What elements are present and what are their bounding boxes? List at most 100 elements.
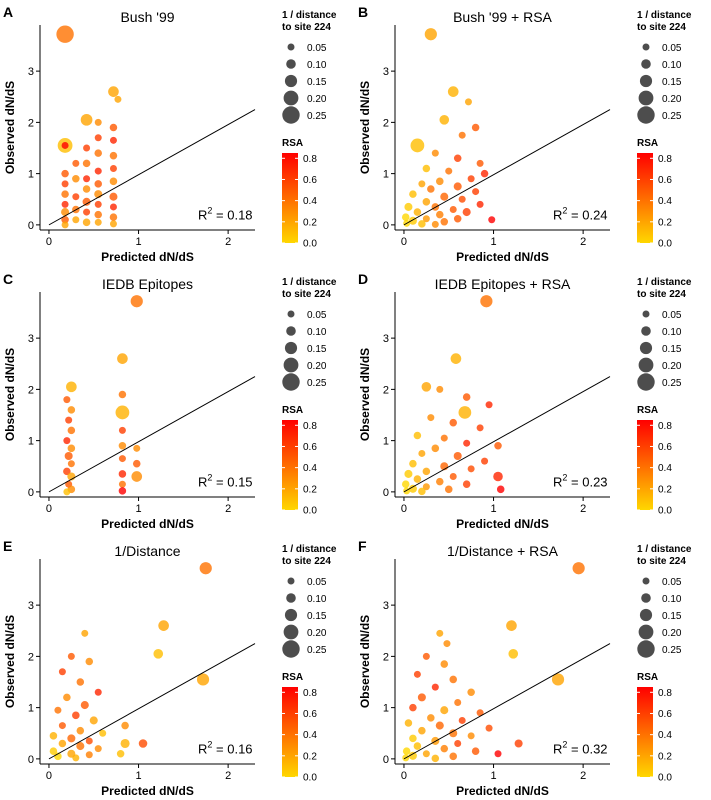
data-point — [404, 719, 413, 727]
y-tick-label: 0 — [383, 220, 389, 232]
data-point — [82, 159, 91, 168]
data-point — [402, 747, 411, 755]
data-point — [418, 487, 426, 496]
x-axis-label: Predicted dN/dS — [101, 517, 194, 531]
data-point — [413, 475, 422, 483]
data-point — [458, 131, 466, 139]
data-point — [83, 144, 91, 152]
data-point — [67, 444, 76, 453]
data-point — [61, 169, 69, 178]
data-point — [404, 202, 413, 211]
data-point — [109, 177, 118, 186]
data-point — [409, 734, 417, 743]
colorbar-tick-label: 0.0 — [303, 773, 317, 784]
data-point — [449, 473, 457, 480]
colorbar-tick-label: 0.6 — [303, 709, 317, 720]
r2-value: = 0.24 — [567, 208, 607, 223]
data-point — [449, 206, 457, 213]
data-point — [109, 136, 117, 144]
data-point — [454, 699, 462, 706]
data-point — [439, 115, 450, 125]
data-point — [81, 629, 89, 637]
data-point — [108, 86, 119, 97]
data-point — [80, 701, 89, 710]
y-tick-label: 0 — [383, 487, 389, 499]
data-point — [118, 487, 127, 495]
data-point — [61, 190, 69, 198]
data-point — [133, 444, 141, 452]
size-legend-label: 0.15 — [307, 77, 327, 88]
x-tick-label: 2 — [580, 503, 586, 515]
data-point — [449, 418, 457, 427]
r2-letter: R — [553, 742, 562, 757]
r2-value: = 0.15 — [212, 475, 252, 490]
colorbar-tick-label: 0.8 — [303, 421, 317, 432]
data-point — [109, 123, 118, 132]
y-axis-label: Observed dN/dS — [358, 615, 372, 708]
data-point — [506, 620, 517, 631]
data-point — [153, 649, 164, 659]
size-legend-circle — [286, 593, 296, 603]
size-legend-title: 1 / distance — [282, 277, 337, 288]
fit-line — [403, 376, 611, 493]
data-point — [467, 732, 475, 740]
size-legend-title: 1 / distance — [637, 10, 692, 21]
data-point — [118, 426, 126, 434]
data-point — [109, 151, 118, 160]
data-point — [56, 25, 74, 43]
data-point — [494, 750, 502, 758]
colorbar-tick-label: 0.2 — [658, 751, 672, 762]
data-point — [94, 218, 102, 226]
data-point — [401, 480, 410, 488]
data-point — [118, 441, 127, 450]
y-tick-label: 2 — [383, 384, 389, 396]
data-point — [413, 208, 422, 216]
colorbar-tick-label: 0.8 — [303, 154, 317, 165]
size-legend-circle — [287, 577, 295, 585]
y-tick-label: 1 — [383, 169, 389, 181]
data-point — [58, 668, 66, 676]
x-axis-label: Predicted dN/dS — [101, 250, 194, 264]
data-point — [94, 180, 102, 188]
data-point — [422, 467, 431, 476]
data-point — [72, 193, 80, 201]
size-legend-circle — [284, 341, 298, 355]
chart-panel-e: E 1/Distance 0 1 2 3 0 1 2 Predicted dN/dS Observe… — [3, 538, 337, 798]
size-legend-circle — [286, 326, 296, 336]
data-point — [467, 175, 475, 183]
y-tick-label: 2 — [28, 384, 34, 396]
r2-value: = 0.23 — [567, 475, 607, 490]
data-point — [61, 215, 69, 224]
colorbar-tick-label: 0.0 — [658, 506, 672, 517]
colorbar-tick-label: 0.4 — [303, 463, 317, 474]
data-point — [63, 437, 71, 445]
data-point — [63, 693, 71, 702]
data-point — [67, 406, 76, 414]
chart-title: IEDB Epitopes + RSA — [435, 276, 571, 292]
chart-panel-a: A Bush '99 0 1 2 3 0 1 2 Predicted dN/dS Observed … — [3, 4, 337, 264]
data-point — [422, 483, 430, 491]
x-tick-label: 1 — [135, 503, 141, 515]
y-tick-label: 2 — [28, 117, 34, 129]
y-tick-label: 0 — [28, 220, 34, 232]
data-point — [408, 484, 417, 493]
panel-letter: F — [358, 538, 367, 554]
data-point — [418, 220, 426, 228]
size-legend-circle — [637, 640, 655, 658]
y-axis-label: Observed dN/dS — [3, 615, 17, 708]
r2-superscript: 2 — [562, 206, 567, 216]
data-point — [467, 465, 475, 473]
panel-letter: E — [3, 538, 12, 554]
colorbar-tick-label: 0.8 — [658, 154, 672, 165]
size-legend-label: 0.20 — [307, 628, 327, 639]
data-point — [115, 405, 130, 420]
data-point — [99, 729, 107, 737]
data-point — [422, 750, 430, 758]
data-point — [435, 721, 444, 730]
colorbar-title: RSA — [637, 138, 658, 149]
size-legend-circle — [639, 74, 653, 88]
data-point — [63, 396, 71, 404]
size-legend-label: 0.25 — [662, 645, 682, 656]
data-point — [458, 716, 466, 724]
